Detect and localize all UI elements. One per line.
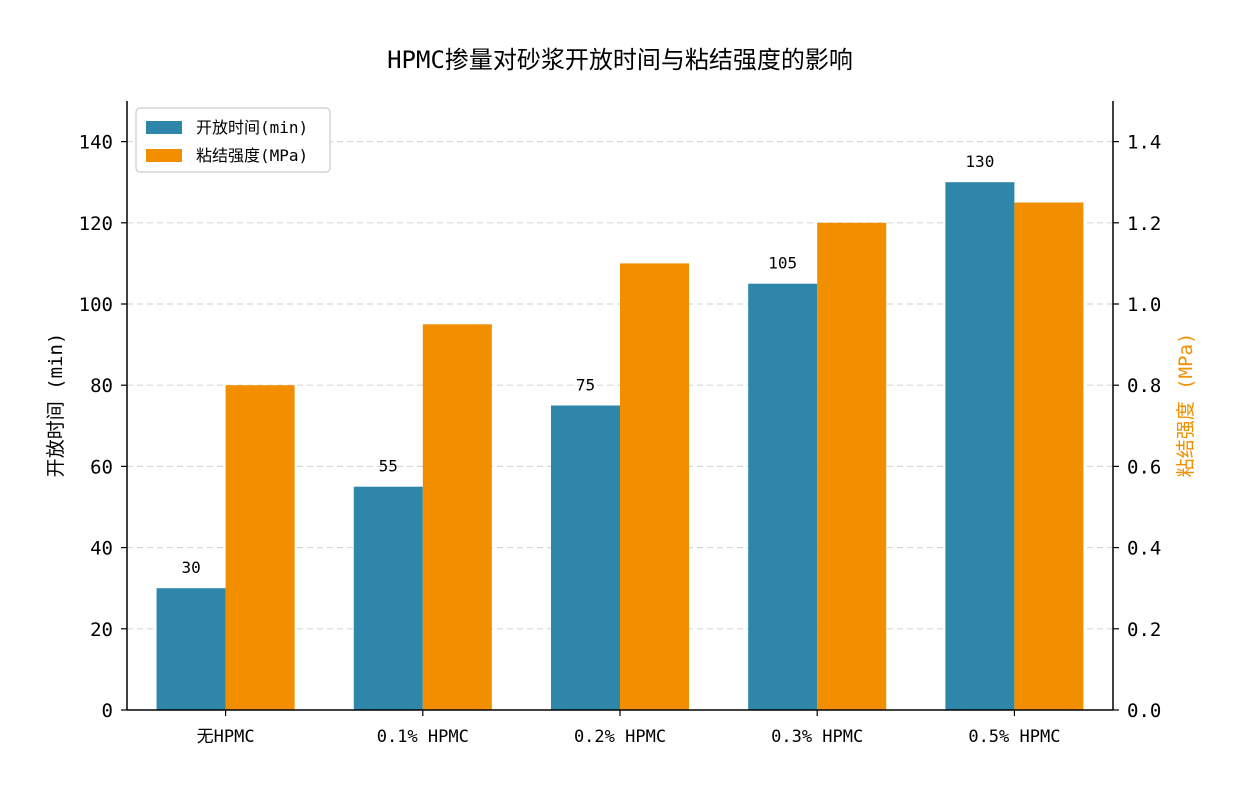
x-tick-label: 0.2% HPMC — [574, 727, 666, 747]
right-y-ticks: 0.0 0.2 0.4 0.6 0.8 1.0 1.2 1.4 — [1113, 132, 1161, 722]
legend-label: 粘结强度(MPa) — [196, 146, 308, 165]
y2-tick-label: 0.8 — [1127, 375, 1161, 397]
y-tick-label: 80 — [90, 375, 113, 397]
legend-label: 开放时间(min) — [196, 118, 308, 137]
bar-value-label: 105 — [768, 254, 797, 273]
bar-open-time — [550, 405, 620, 710]
bar-value-label: 130 — [965, 152, 994, 171]
y-tick-label: 140 — [79, 132, 113, 154]
y2-axis-label: 粘结强度 (MPa) — [1175, 333, 1197, 478]
chart-title: HPMC掺量对砂浆开放时间与粘结强度的影响 — [387, 46, 853, 74]
bar-bond-strength — [620, 263, 690, 710]
left-y-ticks: 0 20 40 60 80 100 120 140 — [79, 132, 127, 722]
x-ticks: 无HPMC 0.1% HPMC 0.2% HPMC 0.3% HPMC 0.5% HPM… — [197, 710, 1060, 747]
y2-tick-label: 0.2 — [1127, 619, 1161, 641]
bar-open-time — [353, 486, 423, 710]
bars-group — [156, 182, 1084, 711]
x-tick-label: 0.5% HPMC — [968, 727, 1060, 747]
bar-bond-strength — [422, 324, 492, 710]
bar-bond-strength — [1014, 202, 1084, 710]
bar-value-label: 75 — [576, 376, 595, 395]
x-tick-label: 无HPMC — [197, 727, 255, 747]
y-tick-label: 20 — [90, 619, 113, 641]
legend-swatch — [146, 149, 182, 162]
bar-value-label: 55 — [379, 457, 398, 476]
legend: 开放时间(min) 粘结强度(MPa) — [135, 107, 331, 173]
bar-value-label: 30 — [181, 558, 200, 577]
y2-tick-label: 0.6 — [1127, 456, 1161, 478]
y-tick-label: 60 — [90, 456, 113, 478]
y2-tick-label: 0.4 — [1127, 538, 1161, 560]
bar-open-time — [945, 182, 1015, 710]
y-tick-label: 40 — [90, 538, 113, 560]
bar-open-time — [156, 588, 226, 710]
y2-tick-label: 1.4 — [1127, 132, 1161, 154]
y-axis-label: 开放时间 (min) — [45, 333, 67, 478]
y2-tick-label: 1.0 — [1127, 294, 1161, 316]
y2-tick-label: 1.2 — [1127, 213, 1161, 235]
x-tick-label: 0.1% HPMC — [377, 727, 469, 747]
bar-bond-strength — [225, 385, 295, 710]
y-tick-label: 120 — [79, 213, 113, 235]
y2-tick-label: 0.0 — [1127, 700, 1161, 722]
legend-box — [135, 107, 331, 173]
x-tick-label: 0.3% HPMC — [771, 727, 863, 747]
bar-open-time — [748, 283, 818, 710]
y-tick-label: 100 — [79, 294, 113, 316]
y-tick-label: 0 — [102, 700, 113, 722]
bar-value-labels: 30 55 75 105 130 — [181, 152, 994, 577]
bar-bond-strength — [817, 222, 887, 711]
legend-swatch — [146, 121, 182, 134]
